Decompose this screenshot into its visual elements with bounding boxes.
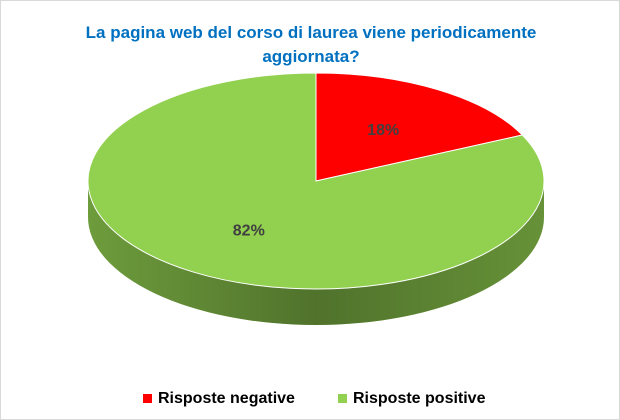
- legend-label: Risposte positive: [353, 390, 486, 407]
- slice: [315, 72, 524, 182]
- data-label: 82%: [233, 222, 265, 239]
- legend-label: Risposte negative: [158, 390, 295, 407]
- data-label: 18%: [367, 122, 399, 139]
- slice-side-shade: [88, 181, 544, 325]
- slice: [87, 72, 545, 290]
- legend-swatch: [338, 394, 347, 403]
- chart-title: La pagina web del corso di laurea viene …: [85, 23, 537, 66]
- legend-swatch: [143, 394, 152, 403]
